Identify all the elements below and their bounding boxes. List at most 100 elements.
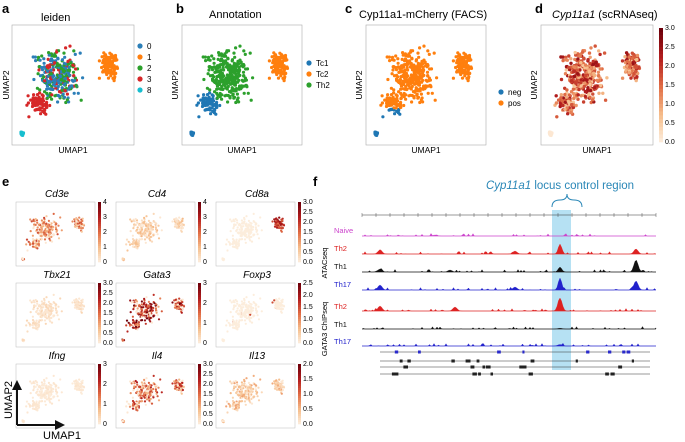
umap-cell-point — [273, 218, 276, 221]
umap-cell-point — [76, 307, 79, 310]
colorbar-tick-label: 2.0 — [303, 292, 313, 299]
umap-cell-point — [159, 378, 162, 381]
legend-label: 8 — [147, 86, 152, 95]
umap-cell-point — [150, 389, 153, 392]
umap-cell-point — [245, 233, 248, 236]
umap-cell-point — [407, 80, 411, 85]
umap-cell-point — [142, 306, 145, 309]
umap-cell-point — [81, 217, 84, 220]
umap-cell-point — [58, 94, 62, 98]
umap-cell-point — [254, 303, 258, 306]
umap-cell-point — [396, 111, 400, 115]
umap-cell-point — [247, 388, 250, 391]
legend-label: Th2 — [316, 81, 330, 90]
colorbar-segment — [298, 222, 301, 225]
umap-cell-point — [142, 302, 145, 305]
umap-cell-point — [146, 309, 149, 312]
umap-cell-point — [54, 303, 58, 306]
umap-cell-point — [245, 230, 249, 233]
colorbar-segment — [298, 313, 301, 316]
umap-cell-point — [231, 326, 235, 329]
umap-cell-point — [223, 84, 227, 88]
umap-cell-point — [49, 235, 52, 238]
colorbar-segment — [198, 392, 201, 395]
umap-cell-point — [144, 403, 147, 406]
umap-cell-point — [145, 222, 148, 225]
umap-cell-point — [244, 241, 247, 244]
umap-cell-point — [273, 387, 277, 390]
colorbar-segment — [298, 418, 301, 421]
umap-cell-point — [417, 89, 421, 93]
umap-cell-point — [253, 221, 256, 224]
umap-cell-point — [572, 65, 576, 69]
colorbar-segment — [298, 242, 301, 245]
umap-cell-point — [232, 70, 236, 74]
colorbar-tick-label: 0.5 — [203, 411, 213, 418]
umap-cell-point — [236, 409, 239, 412]
umap-cell-point — [131, 318, 135, 322]
umap-cell-point — [47, 300, 51, 303]
colorbar-segment — [298, 234, 301, 237]
colorbar-segment — [659, 115, 663, 120]
umap-cell-point — [66, 71, 70, 75]
umap-cell-point — [241, 319, 244, 322]
gene-exon — [610, 372, 615, 376]
umap-cell-point — [592, 71, 596, 76]
umap-cell-point — [217, 53, 221, 57]
umap-cell-point — [125, 324, 128, 327]
colorbar-segment — [98, 364, 101, 367]
umap-cell-point — [415, 92, 419, 96]
umap-cell-point — [230, 88, 234, 92]
umap-cell-point — [282, 65, 286, 70]
umap-cell-point — [236, 221, 239, 224]
umap-cell-point — [257, 305, 260, 308]
umap-cell-point — [236, 231, 239, 234]
colorbar-segment — [198, 309, 201, 312]
umap-cell-point — [255, 392, 258, 395]
umap-cell-point — [240, 316, 243, 319]
umap-cell-point — [208, 88, 212, 92]
umap-cell-point — [243, 79, 247, 83]
colorbar-tick-label: 1.0 — [203, 401, 213, 408]
colorbar-segment — [298, 289, 301, 292]
colorbar-segment — [198, 331, 201, 334]
umap-cell-point — [588, 61, 592, 66]
umap-cell-point — [278, 69, 282, 73]
umap-cell-point — [566, 112, 570, 116]
umap-cell-point — [599, 83, 603, 88]
umap-cell-point — [281, 219, 284, 222]
umap-cell-point — [29, 299, 32, 302]
umap-cell-point — [248, 311, 251, 314]
panel-d-colorbar: 3.02.52.01.51.00.50.0 — [659, 25, 675, 146]
umap-cell-point — [45, 384, 48, 387]
umap-cell-point — [132, 323, 135, 326]
umap-cell-point — [125, 238, 129, 241]
umap-cell-point — [55, 390, 58, 393]
colorbar-segment — [98, 303, 101, 306]
colorbar-segment — [98, 315, 101, 318]
colorbar-segment — [198, 293, 201, 296]
umap-cell-point — [225, 319, 229, 322]
colorbar-segment — [298, 402, 301, 405]
umap-cell-point — [53, 221, 56, 224]
colorbar-tick-label: 0.5 — [665, 120, 675, 127]
umap-cell-point — [60, 229, 63, 232]
umap-cell-point — [281, 298, 284, 301]
colorbar-segment — [98, 301, 101, 304]
colorbar-segment — [98, 404, 101, 407]
umap-cell-point — [567, 93, 571, 97]
umap-cell-point — [126, 330, 129, 333]
umap-cell-point — [579, 78, 583, 82]
umap-cell-point — [219, 57, 224, 61]
umap-cell-point — [143, 378, 146, 381]
umap-cell-point — [136, 328, 139, 331]
umap-cell-point — [71, 63, 75, 67]
umap-cell-point — [579, 80, 583, 85]
umap-cell-point — [420, 62, 424, 66]
umap-cell-point — [179, 389, 182, 392]
umap-cell-point — [252, 396, 255, 399]
umap-cell-point — [140, 316, 143, 319]
colorbar-segment — [98, 232, 101, 235]
umap-cell-point — [44, 322, 47, 325]
